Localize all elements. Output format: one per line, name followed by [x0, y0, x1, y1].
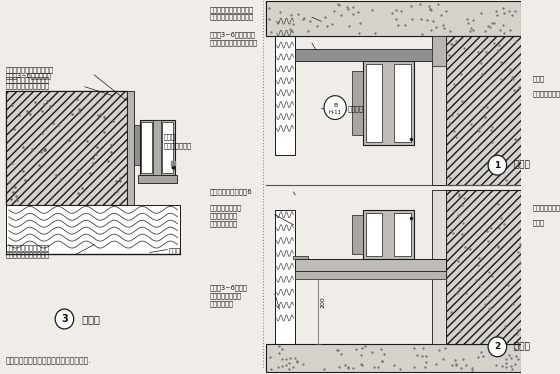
Text: 贴岩棉板（将翻包的玻纤: 贴岩棉板（将翻包的玻纤: [6, 82, 50, 89]
Bar: [366, 64, 382, 142]
Text: 贴岩棉板（将翻包的玻纤: 贴岩棉板（将翻包的玻纤: [6, 245, 50, 251]
Circle shape: [488, 155, 507, 175]
Text: 窗台抹面胶浆厚度＞6: 窗台抹面胶浆厚度＞6: [210, 188, 253, 194]
Bar: [265, 1, 521, 36]
Text: 窗下口: 窗下口: [508, 342, 530, 351]
Bar: [275, 210, 295, 354]
Bar: [352, 215, 363, 254]
Text: 发泡聚氨酯灌缝: 发泡聚氨酯灌缝: [533, 205, 560, 211]
Circle shape: [55, 309, 74, 329]
Bar: [295, 49, 446, 61]
Bar: [352, 71, 363, 135]
Text: H-11: H-11: [329, 110, 342, 115]
Bar: [446, 190, 530, 344]
Bar: [141, 122, 152, 173]
Bar: [162, 122, 173, 173]
Text: 发泡聚氨酯灌缝: 发泡聚氨酯灌缝: [533, 91, 560, 97]
Bar: [6, 91, 127, 205]
Bar: [432, 36, 446, 185]
Text: 墙面抹3~6厚抹面胶浆: 墙面抹3~6厚抹面胶浆: [210, 31, 256, 38]
Bar: [6, 205, 180, 254]
Bar: [446, 36, 530, 185]
Text: 贴岩棉板（将翻包的玻纤: 贴岩棉板（将翻包的玻纤: [210, 6, 254, 13]
Bar: [293, 257, 308, 260]
Bar: [134, 125, 139, 165]
Text: （中间压一层玻纤网格布）: （中间压一层玻纤网格布）: [6, 66, 54, 73]
Text: 网格布用抹面胶浆粘贴）: 网格布用抹面胶浆粘贴）: [6, 76, 50, 83]
Text: 2: 2: [494, 342, 501, 351]
Text: （中间压一层玻纤网格布）: （中间压一层玻纤网格布）: [210, 39, 258, 46]
Bar: [138, 175, 176, 183]
Bar: [153, 120, 161, 175]
Bar: [394, 213, 411, 257]
Text: 胶浆（中间压一层: 胶浆（中间压一层: [210, 292, 242, 299]
Circle shape: [324, 96, 346, 120]
Text: 窗上口: 窗上口: [508, 161, 530, 170]
Text: 3: 3: [61, 314, 68, 324]
Bar: [6, 91, 127, 205]
Bar: [366, 213, 382, 257]
Text: B: B: [333, 103, 337, 108]
Text: 200: 200: [320, 296, 325, 307]
Text: 密封膏: 密封膏: [168, 248, 180, 254]
Text: 1: 1: [494, 161, 501, 170]
Bar: [6, 91, 127, 205]
Text: 密封膏: 密封膏: [164, 134, 176, 140]
Text: 贴岩棉板（将翻包: 贴岩棉板（将翻包: [210, 205, 242, 211]
Bar: [363, 61, 414, 145]
Bar: [275, 16, 295, 155]
Text: 墙面抹3~6厚抹面胶浆: 墙面抹3~6厚抹面胶浆: [6, 72, 52, 79]
Bar: [432, 36, 446, 66]
Text: 密封膏: 密封膏: [533, 220, 544, 226]
Text: 网格布用抹面胶浆粘贴）: 网格布用抹面胶浆粘贴）: [210, 13, 254, 20]
Text: 墙面抹3~6厚抹面: 墙面抹3~6厚抹面: [210, 284, 248, 291]
Text: 抹面胶浆粘贴）: 抹面胶浆粘贴）: [210, 221, 238, 227]
Bar: [432, 190, 446, 344]
Text: 网格布用抹面胶浆粘贴）: 网格布用抹面胶浆粘贴）: [6, 252, 50, 258]
Bar: [363, 210, 414, 260]
Bar: [265, 1, 521, 36]
Bar: [295, 260, 446, 272]
Bar: [394, 64, 411, 142]
Bar: [139, 120, 175, 175]
Text: 密封膏: 密封膏: [533, 76, 544, 82]
Text: 注：外窗台排水坡顶应低于窗槛的泄水孔.: 注：外窗台排水坡顶应低于窗槛的泄水孔.: [6, 357, 92, 366]
Text: 发泡聚氨酯灌缝: 发泡聚氨酯灌缝: [164, 142, 192, 149]
Bar: [295, 272, 446, 279]
Text: 窗侧口: 窗侧口: [76, 314, 100, 324]
Text: 塑料滴水: 塑料滴水: [347, 105, 363, 112]
Circle shape: [488, 337, 507, 357]
Bar: [265, 344, 521, 372]
Text: 的玻纤网格布用: 的玻纤网格布用: [210, 213, 238, 220]
Text: 玻纤网格布）: 玻纤网格布）: [210, 300, 234, 307]
Bar: [127, 91, 134, 205]
